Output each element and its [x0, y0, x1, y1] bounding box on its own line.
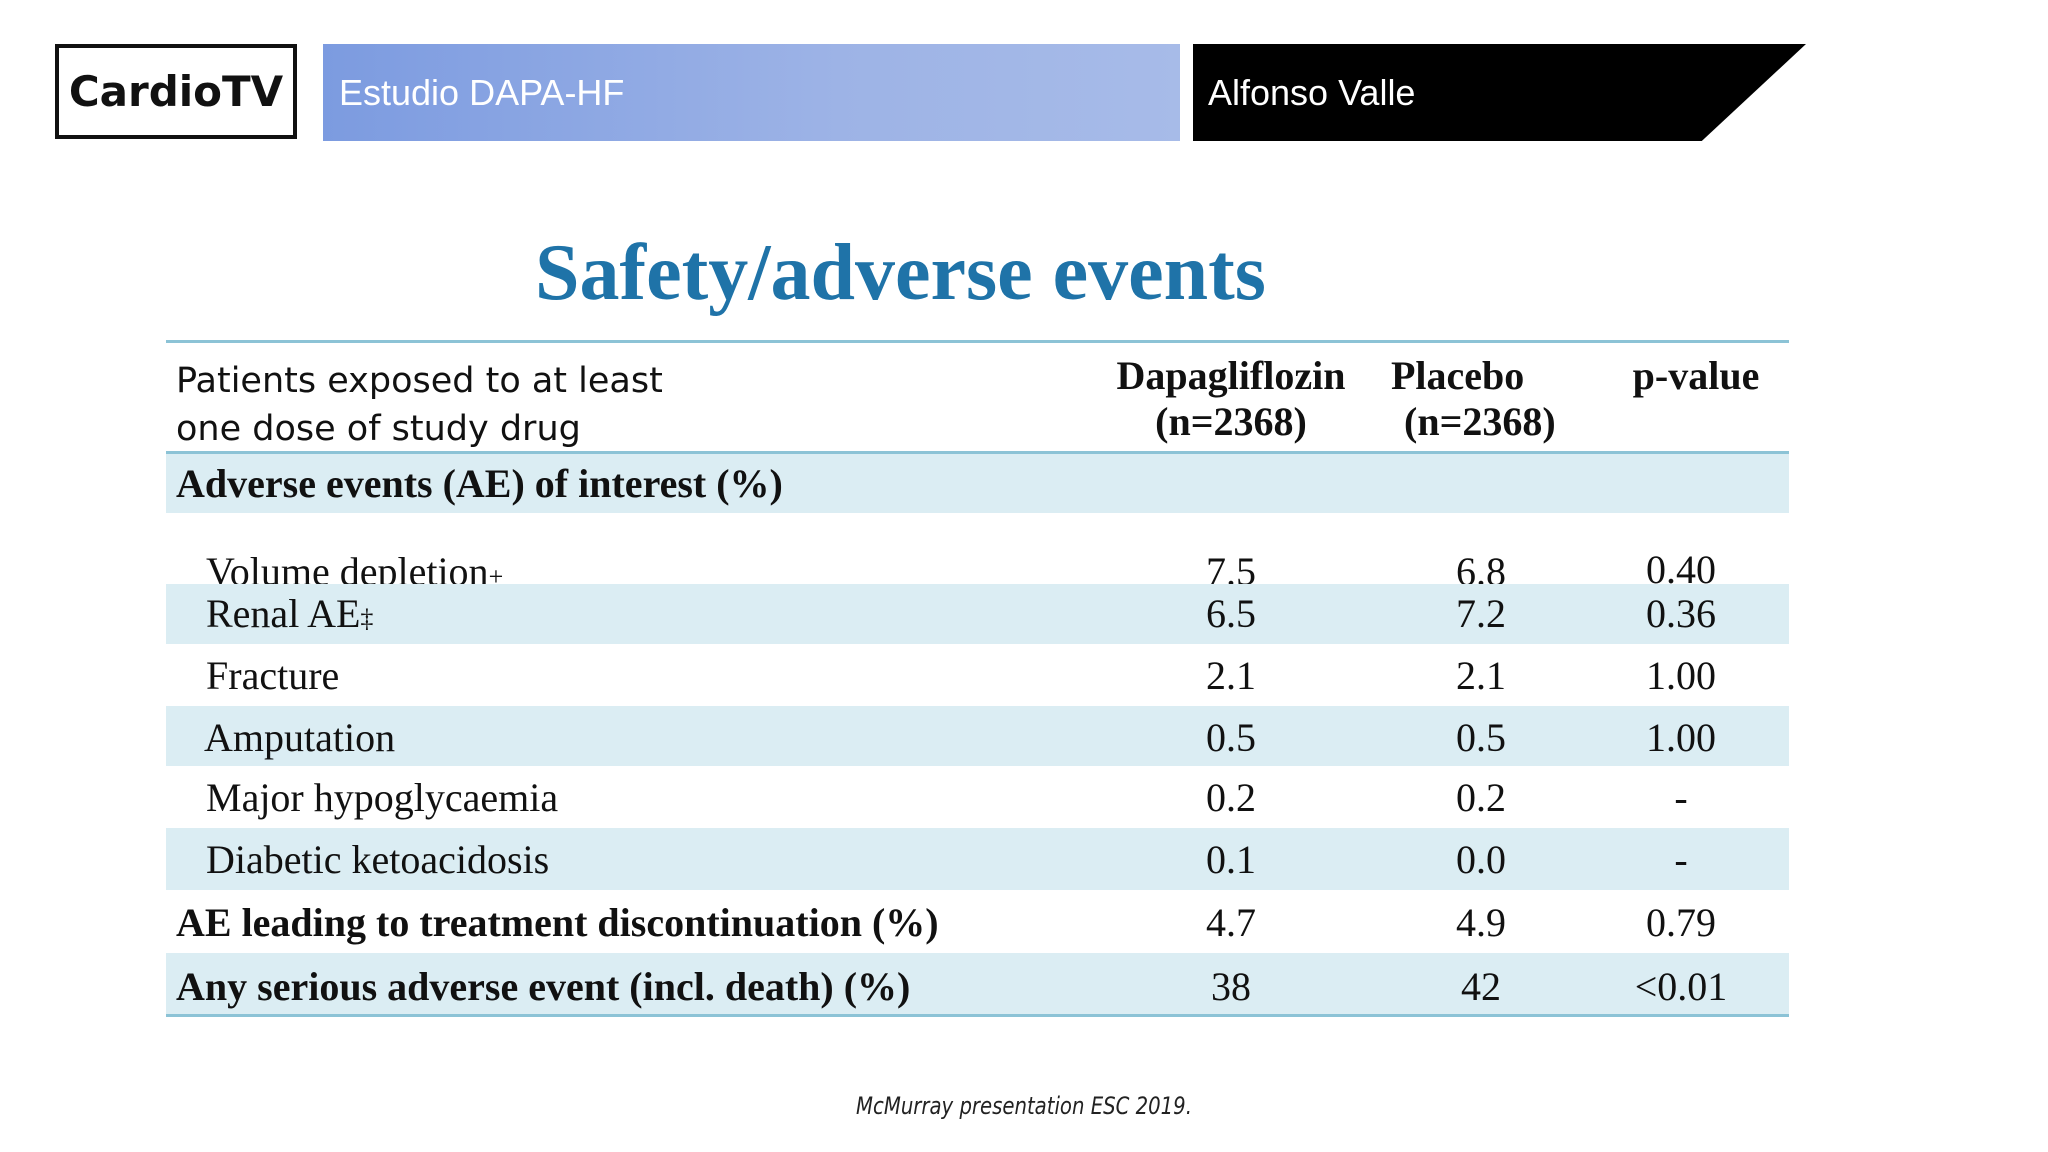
row-label-text: Renal AE	[206, 591, 361, 636]
row-label-text: Major hypoglycaemia	[206, 775, 559, 820]
p-value: 0.36	[1646, 591, 1716, 636]
table-row: Diabetic ketoacidosis 0.1 0.0 -	[166, 828, 1789, 890]
column-header-placebo-n: (n=2368)	[1404, 399, 1556, 444]
row-label: Renal AE‡	[206, 590, 373, 637]
row-label: AE leading to treatment discontinuation …	[176, 899, 939, 946]
p-value: -	[1674, 837, 1688, 882]
row-label: Any serious adverse event (incl. death) …	[176, 963, 910, 1010]
placebo-value: 0.2	[1456, 775, 1506, 820]
population-label-line1: Patients exposed to at least	[176, 361, 663, 401]
table-row: Major hypoglycaemia 0.2 0.2 -	[166, 766, 1789, 828]
placebo-value: 2.1	[1456, 653, 1506, 698]
row-label-text: Amputation	[204, 715, 396, 760]
dapagliflozin-value: 38	[1211, 964, 1251, 1009]
row-label: Amputation	[204, 714, 395, 761]
row-label: Diabetic ketoacidosis	[206, 836, 549, 883]
placebo-value: 0.5	[1456, 715, 1506, 760]
column-header-dapagliflozin-n: (n=2368)	[1155, 399, 1307, 444]
placebo-value: 0.0	[1456, 837, 1506, 882]
dapagliflozin-value: 6.5	[1206, 591, 1256, 636]
column-header-placebo-name: Placebo	[1391, 353, 1525, 398]
dapagliflozin-value: 0.2	[1206, 775, 1256, 820]
p-value: <0.01	[1634, 964, 1728, 1009]
placebo-value: 42	[1461, 964, 1501, 1009]
p-value: 0.79	[1646, 900, 1716, 945]
cardiotv-logo: CardioTV	[55, 44, 297, 139]
table-top-rule	[166, 340, 1789, 343]
row-label: Major hypoglycaemia	[206, 774, 558, 821]
footnote-symbol: +	[488, 562, 504, 591]
dapagliflozin-value: 0.1	[1206, 837, 1256, 882]
section-row-ae-of-interest: Adverse events (AE) of interest (%)	[166, 454, 1789, 513]
placebo-value: 4.9	[1456, 900, 1506, 945]
table-header-row: Patients exposed to at least one dose of…	[166, 343, 1789, 493]
column-header-pvalue: p-value	[1601, 353, 1791, 399]
column-header-placebo: Placebo (n=2368)	[1391, 353, 1621, 445]
speaker-name: Alfonso Valle	[1208, 71, 1416, 113]
dapagliflozin-value: 2.1	[1206, 653, 1256, 698]
row-label: Fracture	[206, 652, 339, 699]
column-header-pvalue-label: p-value	[1632, 353, 1760, 398]
study-banner: Estudio DAPA-HF	[323, 44, 1180, 141]
dapagliflozin-value: 4.7	[1206, 900, 1256, 945]
row-label-text: Fracture	[206, 653, 340, 698]
column-header-dapagliflozin: Dapagliflozin (n=2368)	[1106, 353, 1356, 445]
p-value: -	[1674, 775, 1688, 820]
p-value: 1.00	[1646, 653, 1716, 698]
population-label: Patients exposed to at least one dose of…	[176, 357, 663, 453]
table-row: Amputation 0.5 0.5 1.00	[166, 706, 1789, 766]
column-header-dapagliflozin-name: Dapagliflozin	[1116, 353, 1346, 398]
table-row: Fracture 2.1 2.1 1.00	[166, 644, 1789, 706]
section-label: Adverse events (AE) of interest (%)	[176, 461, 783, 506]
study-name: Estudio DAPA-HF	[339, 71, 625, 113]
table-row: Renal AE‡ 6.5 7.2 0.36	[166, 584, 1789, 644]
table-row: AE leading to treatment discontinuation …	[166, 890, 1789, 953]
row-label-text: AE leading to treatment discontinuation …	[176, 900, 939, 945]
header-rule	[166, 451, 1789, 454]
row-label-text: Diabetic ketoacidosis	[206, 837, 550, 882]
speaker-banner: Alfonso Valle	[1193, 44, 1806, 141]
dapagliflozin-value: 0.5	[1206, 715, 1256, 760]
slide-title: Safety/adverse events	[535, 229, 1266, 317]
row-label-text: Any serious adverse event (incl. death) …	[176, 964, 911, 1009]
p-value: 1.00	[1646, 715, 1716, 760]
source-citation: McMurray presentation ESC 2019.	[856, 1092, 1192, 1120]
table-row: Any serious adverse event (incl. death) …	[166, 953, 1789, 1014]
population-label-line2: one dose of study drug	[176, 409, 581, 449]
table-bottom-rule	[166, 1014, 1789, 1017]
placebo-value: 7.2	[1456, 591, 1506, 636]
footnote-symbol: ‡	[360, 604, 374, 633]
